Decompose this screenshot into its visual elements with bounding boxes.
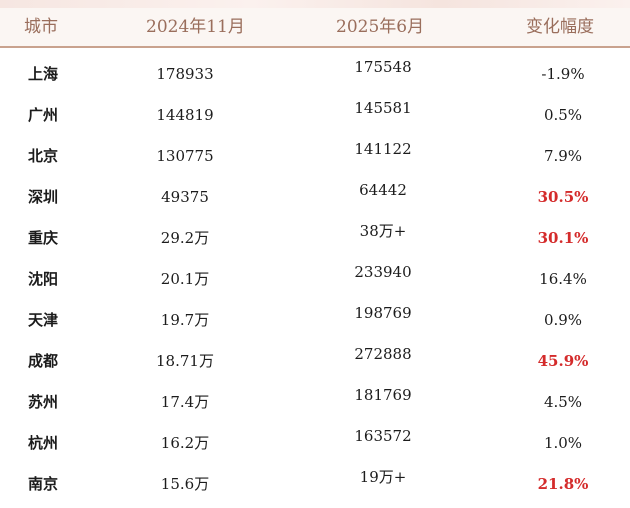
- change-cell: 4.5%: [543, 393, 583, 411]
- change-cell: 45.9%: [537, 352, 589, 370]
- table-row: 成都 18.71万 272888 45.9%: [0, 341, 630, 382]
- jun-2025-cell: 233940: [354, 263, 412, 281]
- jun-2025-cell: 163572: [354, 427, 412, 445]
- table-row: 上海 178933 175548 -1.9%: [0, 54, 630, 95]
- nov-2024-cell: 17.4万: [160, 393, 210, 411]
- nov-2024-cell: 178933: [156, 65, 214, 83]
- jun-2025-cell: 198769: [354, 304, 412, 322]
- change-cell: -1.9%: [541, 65, 585, 83]
- header-jun-2025: 2025年6月: [336, 17, 425, 37]
- change-cell: 16.4%: [539, 270, 587, 288]
- change-cell: 30.5%: [537, 188, 589, 206]
- table-row: 南京 15.6万 19万+ 21.8%: [0, 464, 630, 505]
- header-nov-2024: 2024年11月: [146, 17, 245, 37]
- jun-2025-cell: 141122: [354, 140, 412, 158]
- city-cell: 天津: [28, 311, 59, 329]
- table-row: 天津 19.7万 198769 0.9%: [0, 300, 630, 341]
- table-row: 苏州 17.4万 181769 4.5%: [0, 382, 630, 423]
- table-row: 沈阳 20.1万 233940 16.4%: [0, 259, 630, 300]
- city-cell: 深圳: [28, 188, 59, 206]
- table-row: 重庆 29.2万 38万+ 30.1%: [0, 218, 630, 259]
- city-cell: 重庆: [28, 229, 59, 247]
- table-row: 深圳 49375 64442 30.5%: [0, 177, 630, 218]
- nov-2024-cell: 16.2万: [160, 434, 210, 452]
- city-cell: 南京: [28, 475, 59, 493]
- jun-2025-cell: 145581: [354, 99, 412, 117]
- change-cell: 21.8%: [537, 475, 589, 493]
- decorative-top-band: [0, 0, 630, 8]
- header-change: 变化幅度: [526, 17, 594, 37]
- nov-2024-cell: 19.7万: [160, 311, 210, 329]
- jun-2025-cell: 64442: [359, 181, 407, 199]
- city-cell: 上海: [28, 65, 59, 83]
- change-cell: 7.9%: [543, 147, 583, 165]
- jun-2025-cell: 175548: [354, 58, 412, 76]
- header-city: 城市: [24, 17, 58, 37]
- jun-2025-cell: 272888: [354, 345, 412, 363]
- nov-2024-cell: 29.2万: [160, 229, 210, 247]
- table-row: 北京 130775 141122 7.9%: [0, 136, 630, 177]
- nov-2024-cell: 20.1万: [160, 270, 210, 288]
- jun-2025-cell: 181769: [354, 386, 412, 404]
- nov-2024-cell: 130775: [156, 147, 214, 165]
- change-cell: 1.0%: [543, 434, 583, 452]
- change-cell: 30.1%: [537, 229, 589, 247]
- nov-2024-cell: 15.6万: [160, 475, 210, 493]
- table-body: 上海 178933 175548 -1.9% 广州 144819 145581 0.5% 北京 1…: [0, 54, 630, 505]
- nov-2024-cell: 144819: [156, 106, 214, 124]
- city-cell: 成都: [28, 352, 59, 370]
- jun-2025-cell: 38万+: [359, 222, 407, 240]
- city-cell: 杭州: [28, 434, 59, 452]
- jun-2025-cell: 19万+: [359, 468, 407, 486]
- city-cell: 苏州: [28, 393, 59, 411]
- city-cell: 北京: [28, 147, 59, 165]
- table-header: 城市 2024年11月 2025年6月 变化幅度: [0, 8, 630, 48]
- nov-2024-cell: 18.71万: [156, 352, 214, 370]
- table-row: 广州 144819 145581 0.5%: [0, 95, 630, 136]
- table-row: 杭州 16.2万 163572 1.0%: [0, 423, 630, 464]
- change-cell: 0.9%: [543, 311, 583, 329]
- nov-2024-cell: 49375: [161, 188, 209, 206]
- city-cell: 广州: [28, 106, 59, 124]
- city-cell: 沈阳: [28, 270, 59, 288]
- change-cell: 0.5%: [543, 106, 583, 124]
